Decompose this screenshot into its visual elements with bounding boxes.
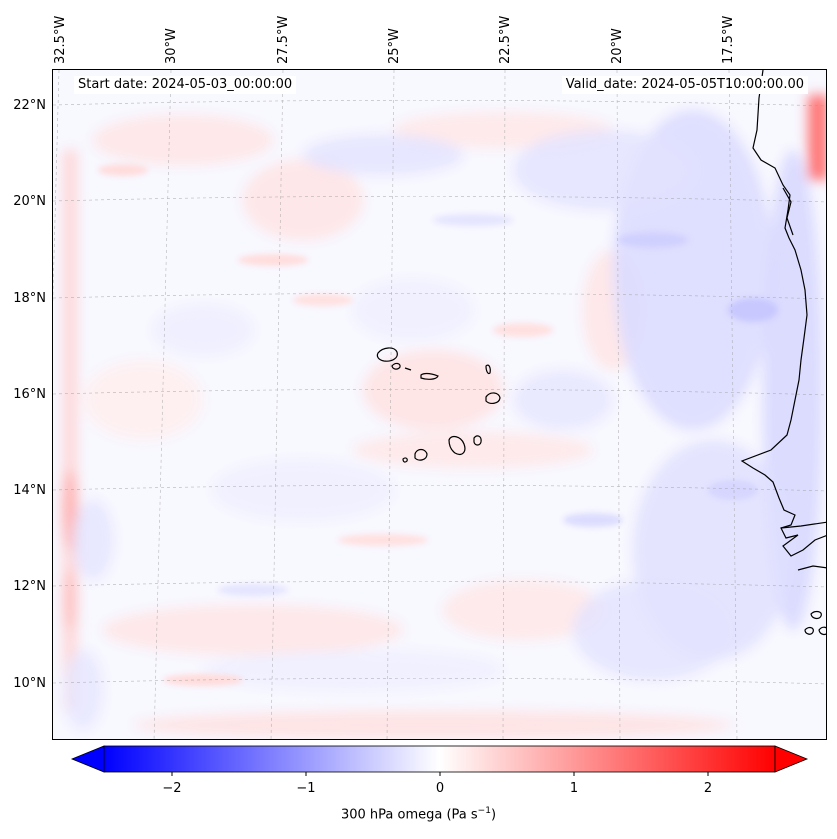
meridian-22-5w [502,70,506,739]
meridian-30w [153,70,172,739]
lon-label-17-5w: 17.5°W [721,15,736,64]
colorbar-title-prefix: 300 hPa omega (Pa s [340,807,478,823]
lat-label-12n: 12°N [13,579,46,594]
senegal-river-mouth [782,187,794,236]
bijagos-island-2 [804,626,814,635]
gambia-inlet [780,521,826,529]
coastlines [376,70,826,636]
colorbar [70,745,809,776]
colorbar-title-suffix: ) [490,807,497,823]
island-sao-vicente [391,362,401,370]
island-fogo [414,448,428,461]
bijagos-island-1 [810,610,822,620]
parallel-12n [53,580,826,588]
colorbar-label-neg2: −2 [162,781,182,796]
island-santo-antao [376,347,398,362]
parallel-14n [53,484,826,492]
lat-label-10n: 10°N [13,676,46,691]
meridian-17-5w [728,70,738,739]
guinea-bissau-islands [797,565,826,571]
lon-label-27-5w: 27.5°W [276,15,291,64]
colorbar-label-2: 2 [703,781,713,796]
omega-field-map [53,70,826,739]
meridian-27-5w [270,70,284,739]
lat-label-18n: 18°N [13,291,46,306]
meridian-25w [386,70,395,739]
island-boa-vista [485,392,501,404]
start-date-label: Start date: 2024-05-03_00:00:00 [74,76,297,94]
island-santiago [448,435,466,456]
map-panel[interactable] [52,69,827,740]
lat-label-14n: 14°N [13,483,46,498]
colorbar-label-1: 1 [569,781,579,796]
meridian-20w [616,70,621,739]
parallel-10n [53,677,826,685]
colorbar-label-0: 0 [435,781,445,796]
lon-label-20w: 20°W [610,28,625,64]
colorbar-gradient [103,745,776,773]
lat-label-22n: 22°N [13,98,46,113]
parallel-18n [53,292,826,300]
island-santa-luzia [404,367,412,371]
lat-label-16n: 16°N [13,387,46,402]
colorbar-title: 300 hPa omega (Pa s−1) [0,806,837,822]
lon-label-22-5w: 22.5°W [498,15,513,64]
parallel-22n [53,99,826,107]
lon-label-25w: 25°W [387,28,402,64]
colorbar-title-exponent: −1 [477,806,491,816]
colorbar-extend-low [70,745,105,773]
parallel-16n [53,388,826,396]
valid-date-label: Valid_date: 2024-05-05T10:00:00.00 [561,76,808,94]
island-maio [473,435,482,446]
island-sao-nicolau [420,372,439,380]
parallel-20n [53,195,826,203]
omega-field-streaks [98,164,778,686]
colorbar-label-neg1: −1 [296,781,316,796]
lon-label-32-5w: 32.5°W [53,15,68,64]
lon-label-30w: 30°W [164,28,179,64]
island-brava [402,457,408,463]
lat-label-20n: 20°N [13,194,46,209]
island-sal [485,364,491,375]
colorbar-extend-high [774,745,809,773]
bijagos-island-3 [818,626,826,636]
graticule [53,70,826,739]
africa-coastline [740,70,826,557]
